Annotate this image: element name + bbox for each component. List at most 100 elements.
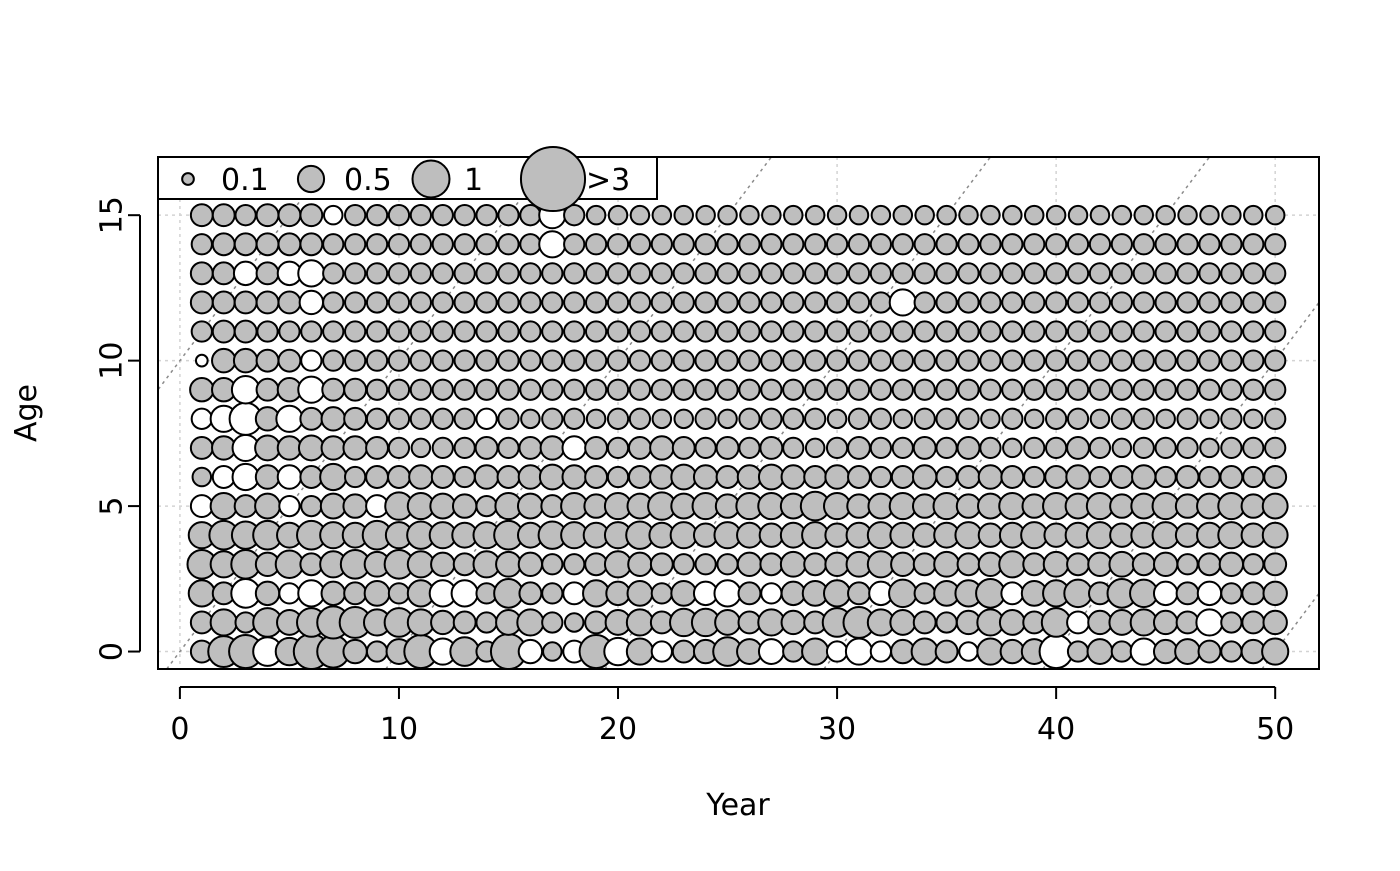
bubble-point bbox=[431, 204, 454, 227]
bubble-point bbox=[737, 610, 762, 635]
bubble-point bbox=[300, 494, 323, 518]
bubble-point bbox=[431, 233, 454, 256]
bubble-point bbox=[1022, 552, 1047, 577]
bubble-point bbox=[825, 262, 849, 285]
bubble-point bbox=[757, 463, 785, 491]
legend: 0.1 0.5 1 >3 bbox=[157, 145, 658, 213]
bubble-point bbox=[189, 203, 214, 228]
bubble-point bbox=[1242, 465, 1265, 489]
x-axis: 0 10 20 30 40 50 bbox=[170, 686, 1294, 747]
bubble-point bbox=[1261, 492, 1289, 520]
bubble-point bbox=[431, 262, 454, 285]
bubble-point bbox=[541, 611, 564, 634]
bubble-point bbox=[453, 378, 476, 401]
bubble-point bbox=[320, 435, 346, 461]
bubble-point bbox=[453, 320, 476, 343]
bubble-point bbox=[409, 320, 433, 343]
bubble-point bbox=[254, 492, 281, 520]
bubble-point bbox=[824, 464, 850, 490]
bubble-point bbox=[1066, 407, 1090, 430]
bubble-point bbox=[1131, 464, 1157, 490]
bubble-point bbox=[825, 378, 849, 401]
bubble-point bbox=[847, 407, 871, 430]
bubble-point bbox=[1198, 262, 1221, 285]
bubble-point bbox=[194, 353, 209, 368]
bubble-point bbox=[276, 464, 303, 490]
bubble-point bbox=[365, 640, 389, 663]
bubble-point bbox=[431, 378, 454, 401]
bubble-point bbox=[387, 320, 411, 343]
bubble-point bbox=[1198, 320, 1221, 343]
bubble-point bbox=[365, 262, 389, 285]
bubble-point bbox=[822, 579, 852, 608]
bubble-point bbox=[1198, 465, 1221, 489]
bubble-point bbox=[452, 552, 477, 577]
bubble-point bbox=[1217, 521, 1246, 550]
bubble-point bbox=[1243, 204, 1264, 226]
bubble-point bbox=[322, 204, 344, 226]
bubble-point bbox=[497, 407, 520, 430]
bubble-point bbox=[473, 464, 500, 490]
bubble-point bbox=[824, 522, 850, 548]
bubble-point bbox=[321, 377, 346, 402]
bubble-point bbox=[892, 204, 914, 226]
bubble-point bbox=[628, 320, 652, 343]
bubble-point bbox=[1220, 349, 1243, 372]
bubble-point bbox=[1066, 262, 1090, 285]
x-tick-label: 20 bbox=[599, 712, 637, 747]
bubble-point bbox=[1174, 522, 1201, 548]
bubble-point bbox=[1001, 291, 1024, 314]
bubble-point bbox=[760, 320, 783, 343]
legend-label: 0.5 bbox=[344, 163, 392, 198]
bubble-point bbox=[1263, 465, 1288, 489]
bubble-point bbox=[322, 291, 345, 314]
bubble-point bbox=[783, 204, 804, 226]
bubble-point bbox=[606, 465, 630, 489]
bubble-point bbox=[1152, 551, 1179, 577]
bubble-point bbox=[585, 204, 607, 226]
bubble-point bbox=[913, 582, 936, 605]
bubble-point bbox=[935, 349, 958, 372]
bubble-point bbox=[1154, 349, 1177, 372]
bubble-point bbox=[935, 320, 958, 343]
bubble-point bbox=[977, 522, 1004, 548]
bubble-point bbox=[233, 290, 258, 315]
bubble-point bbox=[825, 349, 849, 372]
bubble-point bbox=[669, 521, 698, 550]
bubble-point bbox=[629, 204, 651, 226]
bubble-point bbox=[694, 320, 717, 343]
bubble-point bbox=[189, 261, 214, 286]
bubble-point bbox=[1110, 407, 1133, 430]
bubble-point bbox=[539, 435, 566, 461]
bubble-point bbox=[957, 262, 980, 285]
bubble-point bbox=[584, 291, 608, 314]
bubble-point bbox=[672, 291, 695, 314]
bubble-point bbox=[1264, 291, 1287, 314]
bubble-point bbox=[979, 378, 1002, 401]
bubble-point bbox=[211, 203, 236, 228]
bubble-point bbox=[694, 349, 717, 372]
bubble-point bbox=[1001, 320, 1024, 343]
legend-label: 0.1 bbox=[221, 163, 269, 198]
bubble-point bbox=[847, 291, 871, 314]
bubble-point bbox=[365, 233, 389, 256]
bubble-point bbox=[782, 320, 805, 343]
bubble-point bbox=[584, 552, 609, 577]
bubble-point bbox=[672, 349, 695, 372]
bubble-point bbox=[322, 320, 345, 343]
bubble-point bbox=[495, 550, 522, 578]
bubble-point bbox=[190, 320, 213, 343]
bubble-point bbox=[955, 493, 982, 519]
bubble-point bbox=[1132, 349, 1155, 372]
bubble-point bbox=[825, 233, 849, 256]
bubble-point bbox=[342, 638, 368, 665]
bubble-point bbox=[671, 435, 696, 460]
bubble-point bbox=[933, 550, 961, 578]
bubble-point bbox=[430, 551, 456, 577]
bubble-point bbox=[694, 553, 717, 576]
bubble-point bbox=[780, 609, 806, 636]
bubble-point bbox=[406, 608, 435, 637]
bubble-point bbox=[628, 349, 652, 372]
bubble-point bbox=[1044, 320, 1068, 343]
bubble-point bbox=[1087, 551, 1113, 577]
